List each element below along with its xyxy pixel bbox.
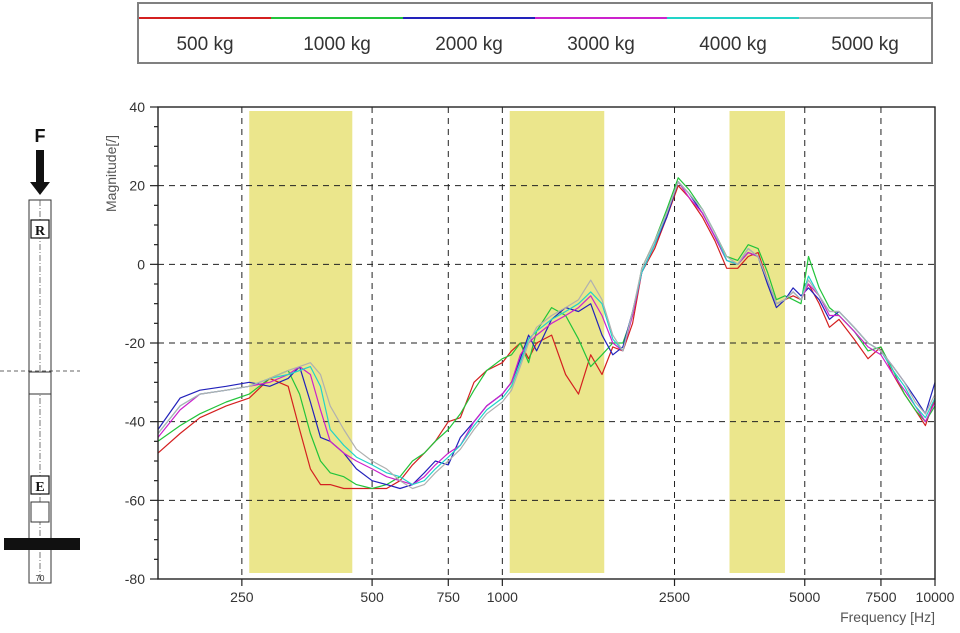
chart-legend: 500 kg 1000 kg 2000 kg 3000 kg 4000 kg 5000 k… (137, 2, 933, 64)
series-lines (157, 177, 936, 490)
legend-label-1: 1000 kg (303, 34, 371, 55)
sensor-r-label: R (35, 224, 46, 239)
series-line-1 (157, 177, 936, 490)
x-tick-label: 1000 (487, 589, 518, 605)
x-tick-label: 2500 (659, 589, 690, 605)
highlight-bands (249, 111, 785, 573)
y-tick-label: 0 (137, 256, 145, 272)
legend-swatch-2 (403, 17, 535, 19)
legend-labels: 500 kg 1000 kg 2000 kg 3000 kg 4000 kg 5000 k… (139, 34, 931, 56)
y-tick-label: -60 (125, 492, 145, 508)
y-tick-label: -40 (125, 414, 145, 430)
legend-label-2: 2000 kg (435, 34, 503, 55)
band-1 (509, 111, 605, 573)
series-line-4 (157, 181, 936, 486)
force-label: F (35, 126, 46, 146)
legend-label-3: 3000 kg (567, 34, 635, 55)
band-2 (729, 111, 785, 573)
y-tick-label: 20 (129, 178, 145, 194)
sensor-e-label: E (35, 480, 44, 495)
legend-swatch-5 (799, 17, 931, 19)
base-label: 70 (36, 574, 45, 583)
y-tick-label: -80 (125, 571, 145, 587)
x-tick-label: 10000 (916, 589, 955, 605)
legend-swatch-1 (271, 17, 403, 19)
base-plate (4, 538, 80, 550)
legend-swatch-3 (535, 17, 667, 19)
axes (150, 106, 936, 586)
legend-label-5: 5000 kg (831, 34, 899, 55)
mid-block (28, 371, 52, 395)
legend-lines (139, 17, 931, 19)
legend-swatch-0 (139, 17, 271, 19)
series-line-3 (157, 181, 936, 486)
sensor-r-box (30, 219, 50, 239)
x-axis-title: Frequency [Hz] (840, 609, 935, 625)
rail-schematic: F R E 70 (0, 126, 80, 584)
legend-swatch-4 (667, 17, 799, 19)
lower-block (30, 501, 50, 523)
sensor-e-box (30, 475, 50, 495)
y-tick-label: -20 (125, 335, 145, 351)
grid-lines (158, 107, 935, 579)
x-tick-label: 5000 (789, 589, 820, 605)
y-axis-title: Magnitude[/] (103, 135, 119, 212)
x-tick-label: 750 (437, 589, 461, 605)
tick-labels: 40 20 0 -20 -40 -60 -80 250 500 750 1000 2500 5000 75… (125, 99, 955, 605)
series-line-5 (157, 181, 936, 490)
y-tick-label: 40 (129, 99, 145, 115)
x-tick-label: 250 (230, 589, 254, 605)
legend-label-0: 500 kg (176, 34, 234, 55)
frequency-response-chart: 40 20 0 -20 -40 -60 -80 250 500 750 1000 2500 5000 75… (103, 99, 955, 625)
force-arrow-icon (30, 150, 50, 195)
x-tick-label: 7500 (865, 589, 896, 605)
x-tick-label: 500 (360, 589, 384, 605)
legend-label-4: 4000 kg (699, 34, 767, 55)
band-0 (249, 111, 353, 573)
